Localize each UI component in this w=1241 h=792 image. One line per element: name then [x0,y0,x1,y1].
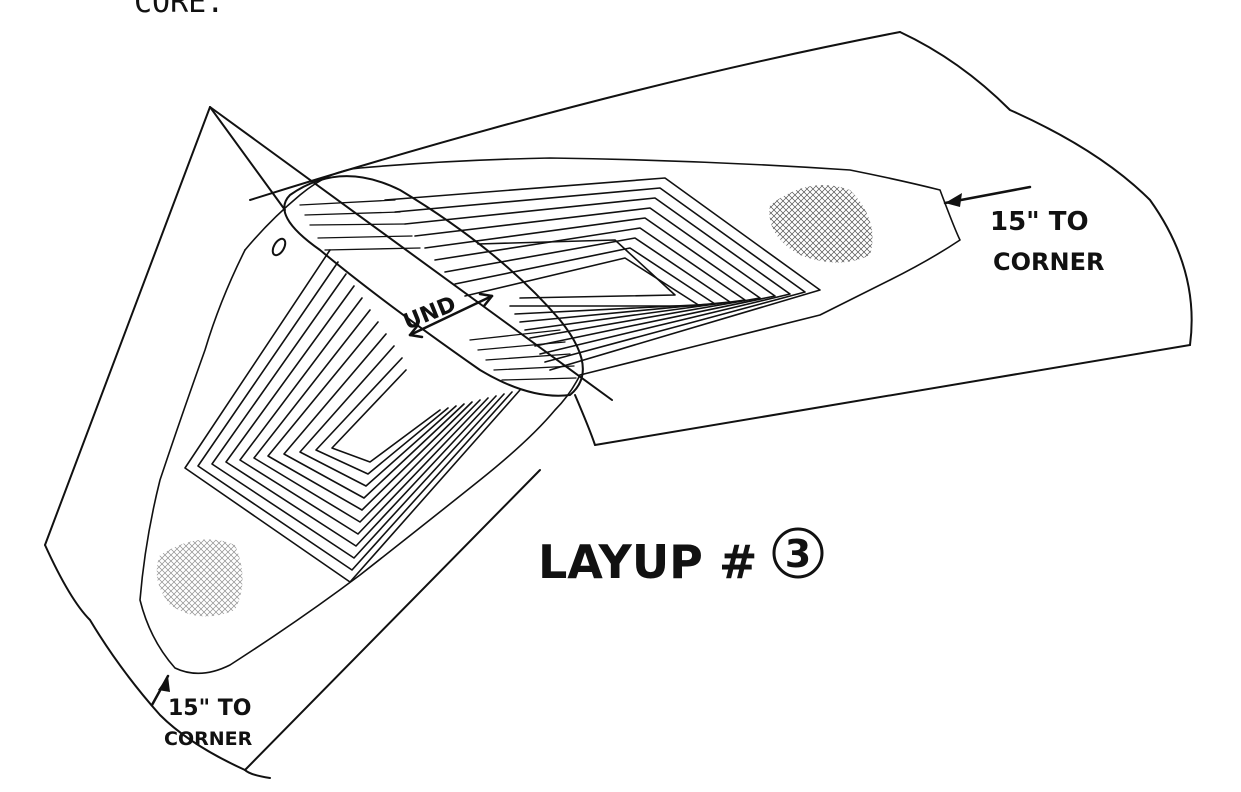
und-label: UND [400,292,460,336]
ply-outlines-right [384,177,821,371]
ply-outlines-left [184,249,521,583]
corner-callout-top-right: 15" TO CORNER [943,185,1104,276]
corner-callout-bottom-left: 15" TO CORNER [150,674,253,750]
fabric-patch-left [156,539,243,617]
core-crossing [283,175,584,397]
header-text: CORE. [134,0,224,20]
und-callout: UND [400,292,494,339]
layup-title: LAYUP # 3 [538,527,824,589]
callout-top-right-line1: 15" TO [990,207,1089,237]
pinked-laminate-edge [139,157,961,675]
callout-bottom-left-line1: 15" TO [168,696,251,721]
layup-number: 3 [785,532,811,576]
layup-number-circle [772,527,824,579]
ply-lines-core [299,199,577,381]
layup-title-text: LAYUP # [538,535,757,589]
callout-bottom-left-line2: CORNER [164,728,253,750]
fabric-patch-right [769,185,873,263]
panel-outline [44,31,1193,779]
zero-degree-mark [271,237,287,257]
callout-top-right-line2: CORNER [993,248,1104,276]
